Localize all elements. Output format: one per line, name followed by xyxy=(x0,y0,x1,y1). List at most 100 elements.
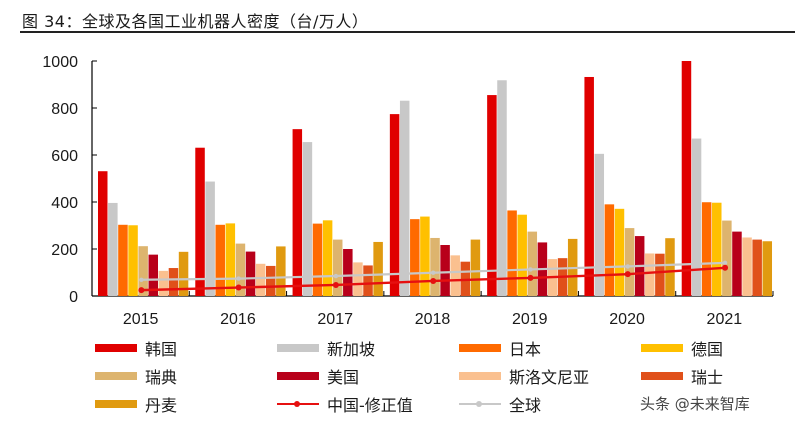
legend-swatch xyxy=(641,372,683,380)
bar-韩国-2016 xyxy=(195,147,205,296)
bar-德国-2021 xyxy=(712,202,722,296)
bar-日本-2017 xyxy=(312,223,323,296)
bar-瑞典-2015 xyxy=(138,246,148,296)
point-全球-2015 xyxy=(139,277,144,282)
point-中国-修正值-2015 xyxy=(138,287,145,294)
bar-series xyxy=(98,61,773,297)
bar-斯洛文尼亚-2015 xyxy=(158,270,169,296)
bar-瑞士-2015 xyxy=(168,268,179,296)
legend-label: 全球 xyxy=(509,396,542,415)
legend-swatch xyxy=(277,400,319,408)
bar-斯洛文尼亚-2016 xyxy=(255,263,266,296)
point-中国-修正值-2021 xyxy=(722,264,729,271)
legend-swatch xyxy=(95,344,137,352)
point-全球-2017 xyxy=(333,273,339,279)
bar-瑞典-2016 xyxy=(235,243,246,296)
bar-德国-2015 xyxy=(128,225,138,296)
legend-item-斯洛文尼亚: 斯洛文尼亚 xyxy=(459,364,589,388)
bar-丹麦-2021 xyxy=(762,241,773,296)
bar-新加坡-2016 xyxy=(205,181,215,296)
bar-新加坡-2021 xyxy=(691,138,702,296)
bar-日本-2021 xyxy=(701,202,712,296)
legend-swatch xyxy=(95,372,137,380)
legend-swatch xyxy=(641,344,683,352)
point-全球-2019 xyxy=(528,267,533,272)
legend-label: 韩国 xyxy=(145,340,178,359)
bar-日本-2015 xyxy=(118,224,128,296)
point-中国-修正值-2020 xyxy=(624,271,631,278)
bar-瑞士-2017 xyxy=(363,265,373,296)
bar-美国-2015 xyxy=(148,254,158,296)
y-tick-label: 200 xyxy=(51,242,78,259)
line-series xyxy=(138,260,729,294)
legend-item-韩国: 韩国 xyxy=(95,336,177,360)
x-tick-label: 2015 xyxy=(123,311,159,328)
legend-swatch xyxy=(459,372,501,380)
legend-swatch xyxy=(95,400,137,408)
legend-item-中国-修正值: 中国-修正值 xyxy=(277,392,413,416)
legend-label: 瑞士 xyxy=(691,368,724,387)
y-tick-label: 600 xyxy=(51,148,78,165)
bar-韩国-2015 xyxy=(98,171,108,296)
x-tick-label: 2018 xyxy=(415,311,451,328)
chart-title: 图 34：全球及各国工业机器人密度（台/万人） xyxy=(22,12,369,31)
x-tick-label: 2016 xyxy=(220,311,256,328)
legend-swatch xyxy=(459,344,501,352)
point-全球-2018 xyxy=(431,270,436,275)
legend-item-德国: 德国 xyxy=(641,336,723,360)
legend-label: 瑞典 xyxy=(145,368,178,387)
watermark: 头条 @未来智库 xyxy=(640,395,750,413)
legend-item-瑞士: 瑞士 xyxy=(641,364,723,388)
bar-韩国-2020 xyxy=(584,76,594,296)
chart-legend: 韩国 新加坡 日本 德国瑞典 美国 斯洛文尼亚 瑞士丹麦 中国-修正值 全球 xyxy=(95,336,795,426)
bar-德国-2018 xyxy=(420,216,430,296)
legend-item-全球: 全球 xyxy=(459,392,541,416)
legend-label: 美国 xyxy=(327,368,360,387)
bar-日本-2018 xyxy=(410,219,420,296)
bar-韩国-2019 xyxy=(487,95,497,296)
bar-斯洛文尼亚-2020 xyxy=(645,253,655,296)
point-全球-2020 xyxy=(625,264,630,269)
legend-item-日本: 日本 xyxy=(459,336,541,360)
bar-德国-2019 xyxy=(517,214,527,296)
x-tick-label: 2017 xyxy=(317,311,353,328)
bar-丹麦-2018 xyxy=(470,239,481,296)
bar-丹麦-2020 xyxy=(665,238,675,296)
legend-item-丹麦: 丹麦 xyxy=(95,392,177,416)
bar-斯洛文尼亚-2017 xyxy=(353,262,363,296)
bar-瑞士-2020 xyxy=(655,253,665,296)
legend-label: 德国 xyxy=(691,340,724,359)
point-全球-2021 xyxy=(722,260,728,266)
x-tick-label: 2020 xyxy=(609,311,645,328)
legend-item-瑞典: 瑞典 xyxy=(95,364,177,388)
bar-丹麦-2015 xyxy=(178,251,189,296)
bar-德国-2020 xyxy=(614,208,625,296)
y-tick-label: 0 xyxy=(69,289,78,306)
bar-丹麦-2017 xyxy=(373,241,383,296)
bar-日本-2016 xyxy=(215,224,225,296)
point-中国-修正值-2019 xyxy=(527,274,534,281)
bar-德国-2017 xyxy=(322,220,333,296)
bar-韩国-2021 xyxy=(681,61,692,296)
legend-item-美国: 美国 xyxy=(277,364,359,388)
y-tick-label: 400 xyxy=(51,195,78,212)
x-tick-label: 2021 xyxy=(707,311,743,328)
bar-美国-2018 xyxy=(440,245,450,296)
bar-美国-2021 xyxy=(732,231,742,296)
point-全球-2016 xyxy=(236,276,241,281)
bar-美国-2016 xyxy=(245,251,256,296)
bar-新加坡-2018 xyxy=(399,100,410,296)
bar-美国-2017 xyxy=(343,249,353,296)
bar-瑞典-2017 xyxy=(332,239,343,296)
legend-label: 新加坡 xyxy=(327,340,376,359)
bar-新加坡-2020 xyxy=(594,153,605,296)
bar-瑞典-2018 xyxy=(430,237,440,296)
bar-斯洛文尼亚-2018 xyxy=(450,255,460,296)
bar-斯洛文尼亚-2021 xyxy=(742,237,752,296)
bar-瑞士-2021 xyxy=(752,239,762,296)
bar-新加坡-2015 xyxy=(108,202,118,296)
point-中国-修正值-2018 xyxy=(430,277,437,284)
y-tick-label: 800 xyxy=(51,101,78,118)
title-underline xyxy=(20,31,795,33)
